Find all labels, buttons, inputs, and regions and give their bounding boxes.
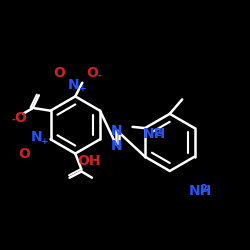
Text: +: + xyxy=(41,137,49,146)
Text: O: O xyxy=(14,111,26,125)
Text: +: + xyxy=(79,84,87,94)
Text: 2: 2 xyxy=(154,128,161,138)
Text: N: N xyxy=(68,78,80,92)
Text: N: N xyxy=(31,130,42,144)
Text: O: O xyxy=(53,66,65,80)
Text: -: - xyxy=(12,115,16,125)
Text: NH: NH xyxy=(188,184,212,198)
Text: N: N xyxy=(111,124,123,138)
Text: O: O xyxy=(87,66,99,80)
Text: 2: 2 xyxy=(200,184,207,194)
Text: NH: NH xyxy=(142,128,166,141)
Text: OH: OH xyxy=(77,154,101,168)
Text: -: - xyxy=(97,70,101,80)
Text: N: N xyxy=(111,139,123,153)
Text: O: O xyxy=(18,146,30,160)
